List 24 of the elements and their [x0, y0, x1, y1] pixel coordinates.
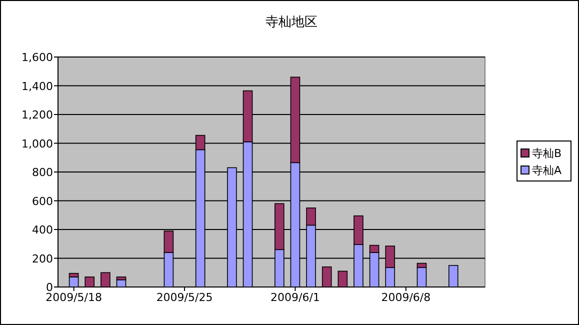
- y-tick-label: 600: [32, 194, 53, 208]
- bar: [416, 267, 427, 288]
- y-tick-label: 200: [32, 252, 53, 266]
- bar: [448, 265, 458, 288]
- x-tick-label: 2009/5/25: [156, 291, 213, 304]
- y-tick-label: 1,600: [22, 51, 53, 64]
- y-tick-label: 0: [46, 281, 53, 294]
- y-tick-label: 1,400: [22, 80, 53, 93]
- x-tick-label: 2009/6/1: [270, 291, 320, 304]
- bar: [116, 279, 126, 288]
- bar: [322, 266, 332, 288]
- x-tick-label: 2009/6/8: [381, 291, 431, 304]
- x-tick-label: 2009/5/18: [46, 291, 102, 304]
- bar: [68, 276, 79, 288]
- y-tick-label: 400: [32, 224, 53, 236]
- y-tick-label: 1,200: [22, 108, 53, 122]
- bar: [100, 272, 110, 288]
- y-tick-label: 800: [32, 166, 53, 179]
- legend-label: 寺杣A: [532, 164, 562, 177]
- legend-label: 寺杣B: [532, 147, 562, 160]
- chart-title: 寺杣地区: [266, 15, 318, 30]
- bar: [338, 270, 348, 288]
- y-tick-label: 1,000: [22, 137, 53, 150]
- bar: [84, 276, 95, 288]
